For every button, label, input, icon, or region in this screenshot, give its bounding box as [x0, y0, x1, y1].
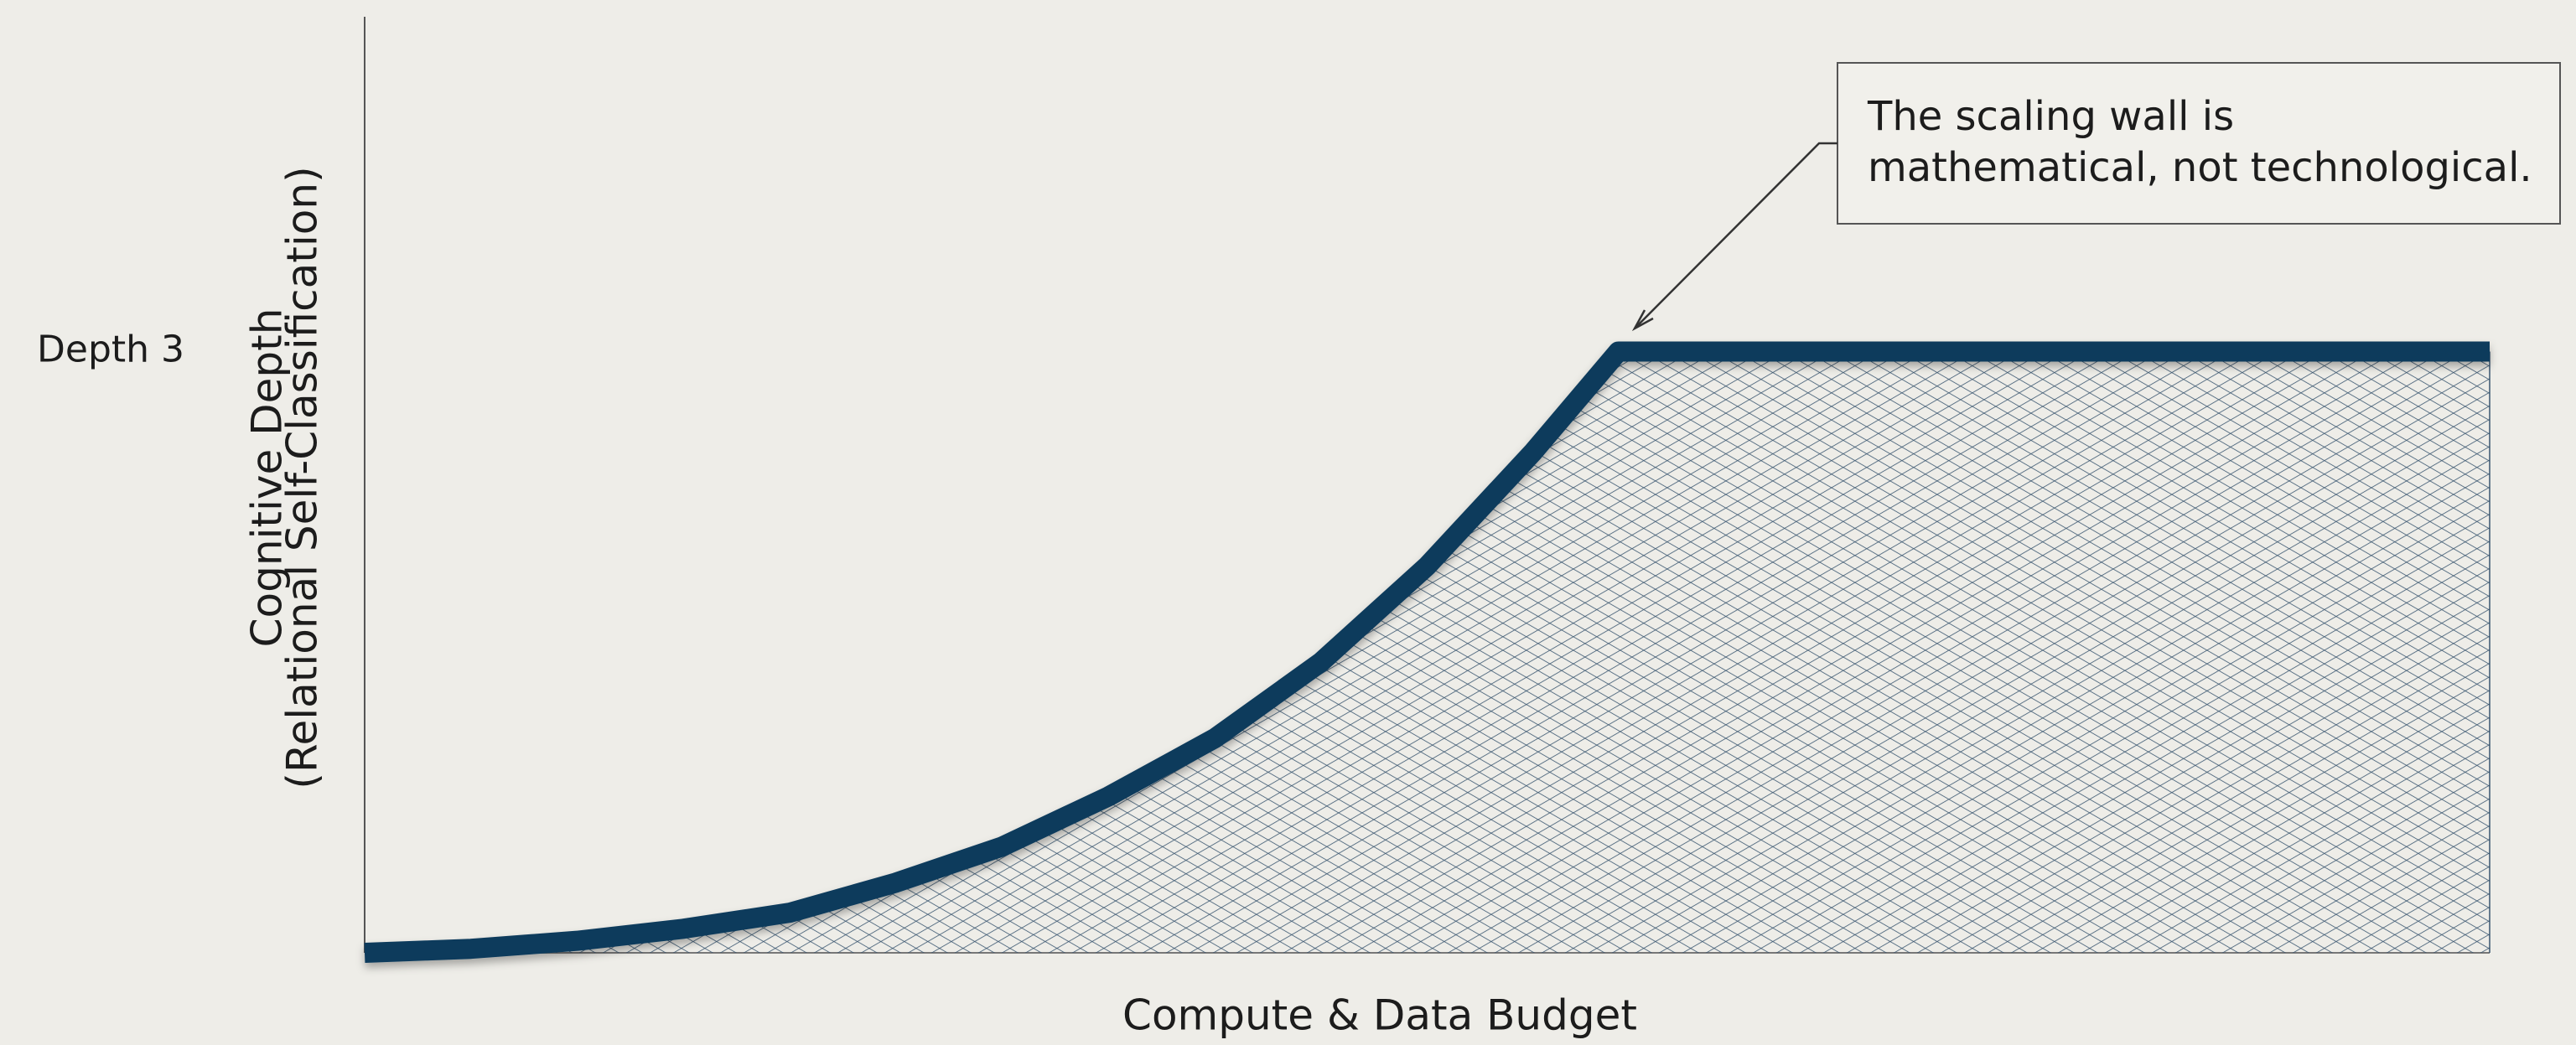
x-axis-label: Compute & Data Budget	[1122, 991, 1637, 1040]
y-axis-label: Cognitive Depth	[243, 308, 292, 648]
hatch-area	[365, 351, 2490, 953]
y-tick-label: Depth 3	[37, 328, 184, 370]
annotation-leader	[1634, 142, 1837, 329]
plot	[364, 17, 2490, 963]
annotation-text: mathematical, not technological.	[1868, 144, 2532, 191]
curve	[364, 341, 2490, 963]
annotation-arrowhead	[1631, 309, 1654, 332]
annotation-text: The scaling wall is	[1867, 93, 2234, 140]
annotation-box	[1837, 62, 2561, 225]
y-axis-label: (Relational Self-Classification)	[278, 166, 327, 789]
